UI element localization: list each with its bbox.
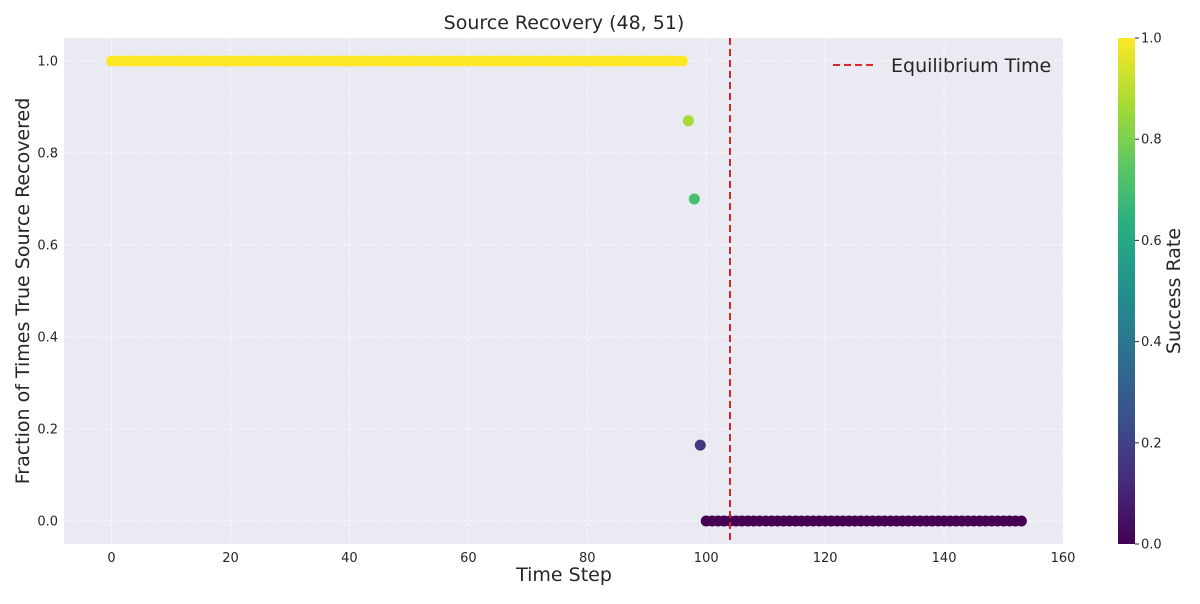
y-tick-label: 0.4 bbox=[37, 331, 58, 346]
x-tick-label: 0 bbox=[107, 551, 115, 566]
colorbar-tick-label: 0.0 bbox=[1141, 538, 1162, 553]
scatter-point bbox=[694, 439, 706, 451]
colorbar-tick-label: 0.2 bbox=[1141, 436, 1162, 451]
x-tick-label: 100 bbox=[694, 551, 719, 566]
y-tick-label: 1.0 bbox=[37, 55, 58, 70]
y-axis-label: Fraction of Times True Source Recovered bbox=[12, 98, 34, 485]
x-tick-label: 140 bbox=[932, 551, 957, 566]
scatter-point bbox=[676, 55, 688, 67]
x-tick-label: 20 bbox=[222, 551, 239, 566]
x-axis-label: Time Step bbox=[515, 564, 612, 586]
legend-label-equilibrium: Equilibrium Time bbox=[891, 55, 1051, 77]
colorbar-ticks: 0.0 0.2 0.4 0.6 0.8 1.0 bbox=[1135, 32, 1162, 553]
x-tick-label: 40 bbox=[341, 551, 358, 566]
scatter-point bbox=[688, 193, 700, 205]
x-tick-label: 160 bbox=[1051, 551, 1076, 566]
colorbar-label: Success Rate bbox=[1163, 228, 1185, 354]
scatter-point bbox=[682, 115, 694, 127]
colorbar-tick-label: 0.6 bbox=[1141, 234, 1162, 249]
y-tick-label: 0.8 bbox=[37, 147, 58, 162]
x-axis-ticks: 0 20 40 60 80 100 120 140 160 bbox=[107, 551, 1075, 566]
chart-title: Source Recovery (48, 51) bbox=[444, 12, 685, 34]
colorbar-tick-label: 1.0 bbox=[1141, 32, 1162, 47]
colorbar-tick-label: 0.4 bbox=[1141, 335, 1162, 350]
scatter-point bbox=[1015, 515, 1027, 527]
y-axis-ticks: 0.0 0.2 0.4 0.6 0.8 1.0 bbox=[37, 55, 58, 530]
x-tick-label: 60 bbox=[460, 551, 477, 566]
y-tick-label: 0.2 bbox=[37, 423, 58, 438]
x-tick-label: 80 bbox=[579, 551, 596, 566]
y-tick-label: 0.0 bbox=[37, 515, 58, 530]
x-tick-label: 120 bbox=[813, 551, 838, 566]
colorbar-tick-label: 0.8 bbox=[1141, 133, 1162, 148]
colorbar-gradient bbox=[1118, 38, 1135, 544]
scatter-points bbox=[106, 55, 1027, 527]
legend: Equilibrium Time bbox=[833, 55, 1051, 77]
plot-area bbox=[64, 38, 1063, 544]
y-tick-label: 0.6 bbox=[37, 239, 58, 254]
colorbar: 0.0 0.2 0.4 0.6 0.8 1.0 Success Rate bbox=[1118, 32, 1185, 553]
